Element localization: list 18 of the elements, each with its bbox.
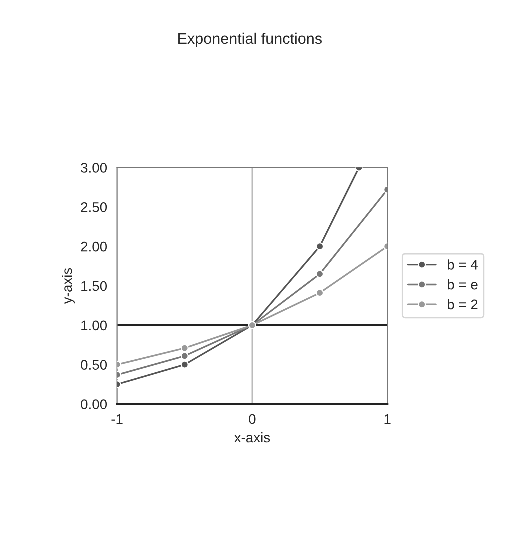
x-tick-label: -1: [112, 414, 123, 424]
x-tick-label: 1: [384, 414, 391, 424]
x-axis-title: x-axis: [234, 432, 270, 443]
y-tick-label: 1.50: [82, 281, 108, 292]
point: [180, 360, 189, 369]
point: [180, 344, 189, 352]
y-tick-label: 3.00: [81, 163, 108, 173]
chart-title: Exponential functions: [178, 32, 322, 48]
legend-label: b = 2: [448, 299, 478, 310]
legend-label: b = 4: [448, 260, 478, 270]
y-tick-label: 0.00: [81, 400, 108, 410]
x-tick-label: 0: [249, 414, 256, 424]
legend-label: b = e: [448, 280, 478, 290]
y-tick-label: 0.50: [81, 360, 108, 370]
y-tick-label: 1.00: [82, 320, 108, 331]
y-tick-label: 2.00: [81, 242, 108, 252]
y-axis-title: y-axis: [62, 268, 75, 304]
y-tick-label: 2.50: [81, 202, 108, 212]
